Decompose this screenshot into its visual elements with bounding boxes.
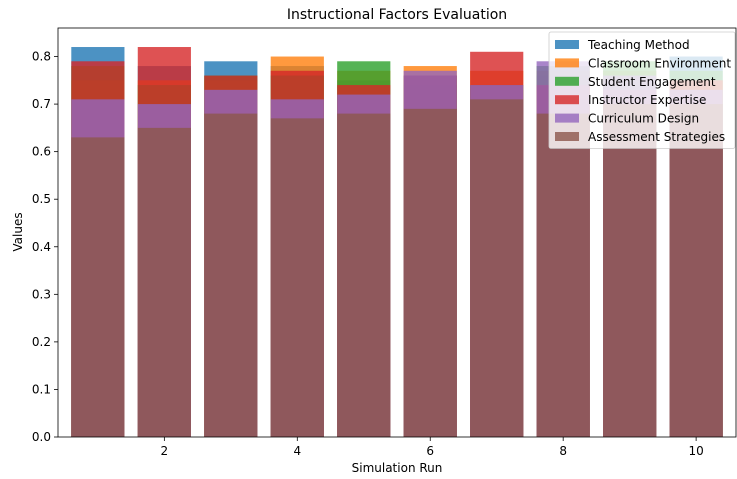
legend-swatch xyxy=(555,113,579,123)
bar-6-run-7 xyxy=(470,99,524,437)
legend-swatch xyxy=(555,76,579,86)
y-tick-label: 0.6 xyxy=(32,145,51,159)
bar-6-run-2 xyxy=(137,127,191,438)
legend-box xyxy=(548,31,736,149)
bar-6-run-3 xyxy=(204,113,258,437)
x-tick-label: 10 xyxy=(688,444,703,458)
legend-label: Student Engagement xyxy=(588,75,716,89)
legend: Teaching Method Classroom Environment Stud… xyxy=(548,31,736,149)
x-axis-title: Simulation Run xyxy=(352,461,443,475)
legend-label: Assessment Strategies xyxy=(588,130,725,144)
x-tick-label: 6 xyxy=(426,444,434,458)
legend-label: Curriculum Design xyxy=(588,112,699,126)
legend-swatch xyxy=(555,58,579,68)
chart-title: Instructional Factors Evaluation xyxy=(287,7,507,23)
bar-6-run-10 xyxy=(669,104,723,437)
y-tick-label: 0.2 xyxy=(32,335,51,349)
x-tick-label: 2 xyxy=(161,444,169,458)
x-tick-label: 8 xyxy=(559,444,567,458)
bar-6-run-5 xyxy=(337,113,391,437)
plot-frame xyxy=(57,27,737,438)
y-tick-label: 0.8 xyxy=(32,50,51,64)
legend-swatch xyxy=(555,40,579,49)
y-tick-label: 0.3 xyxy=(32,287,51,301)
y-tick-label: 0.0 xyxy=(32,430,51,444)
legend-swatch xyxy=(555,95,579,105)
y-tick-label: 0.5 xyxy=(32,192,51,206)
x-tick-label: 4 xyxy=(293,444,301,458)
y-tick-label: 0.4 xyxy=(32,240,51,254)
legend-label: Teaching Method xyxy=(587,38,690,52)
legend-label: Instructor Expertise xyxy=(588,93,706,107)
bar-6-run-9 xyxy=(603,104,657,437)
axes-layer: 0.0 0.1 0.2 0.3 0.4 0.5 0.6 0.7 0.8 2 4 6 8 10 xyxy=(32,27,737,458)
bar-6-run-4 xyxy=(270,118,324,438)
y-tick-label: 0.1 xyxy=(32,382,51,396)
bar-6-run-6 xyxy=(403,108,457,437)
y-tick-label: 0.7 xyxy=(32,97,51,111)
legend-swatch xyxy=(555,132,579,141)
legend-label: Classroom Environment xyxy=(588,56,731,70)
bar-6-run-8 xyxy=(536,113,590,437)
bar-6-run-1 xyxy=(71,137,125,437)
y-axis-title: Values xyxy=(11,212,25,251)
